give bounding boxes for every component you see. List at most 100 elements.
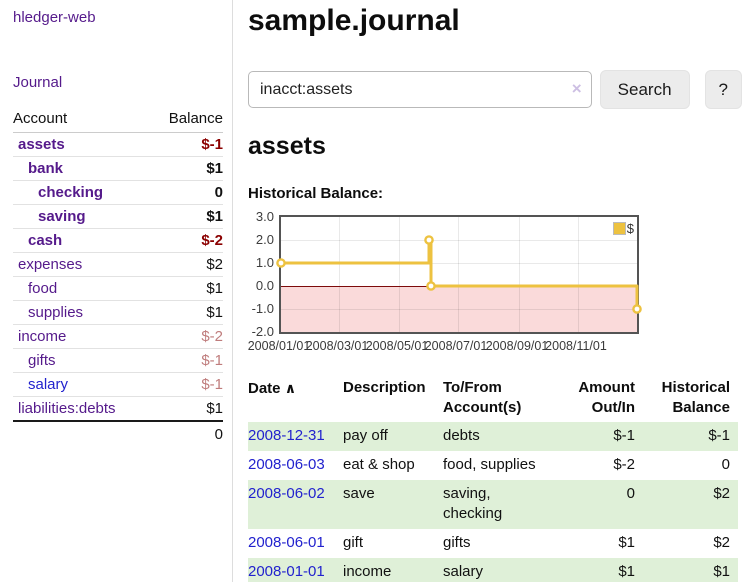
register-header-accounts: To/From Account(s) xyxy=(443,379,522,416)
account-row-supplies: supplies $1 xyxy=(13,300,223,325)
transaction-amount: 0 xyxy=(555,480,643,529)
transaction-date-link[interactable]: 2008-06-01 xyxy=(248,534,325,551)
help-button[interactable]: ? xyxy=(704,70,742,109)
account-link-saving[interactable]: saving xyxy=(38,208,86,225)
account-balance: $1 xyxy=(150,276,223,301)
transaction-description: pay off xyxy=(343,422,443,451)
account-balance: $1 xyxy=(150,204,223,229)
chart-legend: $ xyxy=(612,221,634,236)
account-balance: $2 xyxy=(150,252,223,277)
account-row-cash: cash $-2 xyxy=(13,228,223,253)
register-row: 2008-01-01 income salary $1 $1 xyxy=(248,558,738,582)
transaction-date-link[interactable]: 2008-06-03 xyxy=(248,456,325,473)
account-balance: $1 xyxy=(150,396,223,422)
account-link-food[interactable]: food xyxy=(28,280,58,297)
account-link-assets[interactable]: assets xyxy=(18,136,65,153)
register-row: 2008-06-01 gift gifts $1 $2 xyxy=(248,529,738,558)
transaction-date-link[interactable]: 2008-12-31 xyxy=(248,427,325,444)
register-header-description: Description xyxy=(343,379,426,396)
transaction-amount: $-2 xyxy=(613,456,635,473)
account-row-liabilities-debts: liabilities:debts $1 xyxy=(13,396,223,422)
sidebar: hledger-web Journal Account Balance asse… xyxy=(0,0,233,582)
x-tick: 2008/01/01 xyxy=(247,339,311,353)
account-row-saving: saving $1 xyxy=(13,204,223,229)
y-tick: 1.0 xyxy=(255,255,274,270)
x-tick: 2008/03/01 xyxy=(305,339,369,353)
transaction-accounts: salary xyxy=(443,558,555,582)
sidebar-item-journal[interactable]: Journal xyxy=(13,74,63,91)
account-link-supplies[interactable]: supplies xyxy=(28,304,84,321)
account-balance: $-1 xyxy=(150,348,223,373)
transaction-amount: $1 xyxy=(555,558,643,582)
account-page-title: assets xyxy=(248,132,326,160)
account-row-expenses: expenses $2 xyxy=(13,252,223,277)
main-content: sample.journal × Search ? assets Histori… xyxy=(248,0,742,582)
transaction-description: save xyxy=(343,480,443,529)
transaction-accounts: saving, checking xyxy=(443,480,555,529)
register-table: Date ∧ Description To/From Account(s) Am… xyxy=(248,375,738,582)
transaction-accounts: food, supplies xyxy=(443,456,536,473)
account-row-checking: checking 0 xyxy=(13,180,223,205)
account-balance: $1 xyxy=(150,156,223,181)
chart-plot-area: $ xyxy=(276,215,642,334)
account-row-assets: assets $-1 xyxy=(13,132,223,157)
legend-label: $ xyxy=(626,221,634,236)
x-tick: 2008/07/01 xyxy=(424,339,488,353)
accounts-total: 0 xyxy=(150,420,223,446)
transaction-date-link[interactable]: 2008-01-01 xyxy=(248,563,325,580)
account-link-income[interactable]: income xyxy=(18,328,67,345)
account-link-expenses[interactable]: expenses xyxy=(18,256,83,273)
transaction-description: eat & shop xyxy=(343,456,415,473)
accounts-total-row: 0 xyxy=(13,420,223,446)
account-balance: $-1 xyxy=(150,372,223,397)
balance-step-line xyxy=(276,235,642,314)
clear-search-icon[interactable]: × xyxy=(571,79,582,98)
transaction-description: income xyxy=(343,558,443,582)
account-link-bank[interactable]: bank xyxy=(28,160,64,177)
transaction-date-link[interactable]: 2008-06-02 xyxy=(248,485,325,502)
transaction-description: gift xyxy=(343,534,364,551)
negative-region xyxy=(281,286,637,332)
register-row: 2008-06-02 save saving, checking 0 $2 xyxy=(248,480,738,529)
accounts-header-balance: Balance xyxy=(150,106,223,133)
account-link-liabilities-debts[interactable]: liabilities:debts xyxy=(18,400,116,417)
transaction-amount: $-1 xyxy=(555,422,643,451)
register-row: 2008-12-31 pay off debts $-1 $-1 xyxy=(248,422,738,451)
transaction-balance: $2 xyxy=(643,480,738,529)
y-tick: -1.0 xyxy=(251,301,274,316)
account-link-salary[interactable]: salary xyxy=(28,376,69,393)
account-row-income: income $-2 xyxy=(13,324,223,349)
y-tick: -2.0 xyxy=(251,324,274,339)
search-input[interactable] xyxy=(248,71,592,108)
x-tick: 2008/05/01 xyxy=(365,339,429,353)
account-row-food: food $1 xyxy=(13,276,223,301)
transaction-amount: $1 xyxy=(618,534,635,551)
account-balance: $-1 xyxy=(150,132,223,157)
account-row-gifts: gifts $-1 xyxy=(13,348,223,373)
transaction-balance: 0 xyxy=(721,456,730,473)
y-tick: 2.0 xyxy=(255,232,274,247)
register-header-date[interactable]: Date ∧ xyxy=(248,380,297,397)
account-link-checking[interactable]: checking xyxy=(38,184,104,201)
historical-balance-chart: 3.0 2.0 1.0 0.0 -1.0 -2.0 xyxy=(247,209,742,358)
account-balance: $1 xyxy=(150,300,223,325)
legend-swatch-icon xyxy=(612,222,626,235)
account-row-bank: bank $1 xyxy=(13,156,223,181)
account-balance: $-2 xyxy=(150,324,223,349)
transaction-balance: $2 xyxy=(713,534,730,551)
account-link-cash[interactable]: cash xyxy=(28,232,63,249)
chart-title: Historical Balance: xyxy=(248,185,384,202)
account-balance: $-2 xyxy=(150,228,223,253)
search-form: × Search ? xyxy=(248,70,742,109)
y-tick: 0.0 xyxy=(255,278,274,293)
app-brand-link[interactable]: hledger-web xyxy=(13,9,96,26)
transaction-accounts: gifts xyxy=(443,534,471,551)
register-row: 2008-06-03 eat & shop food, supplies $-2… xyxy=(248,451,738,480)
page-title: sample.journal xyxy=(248,4,460,37)
search-button[interactable]: Search xyxy=(599,70,690,109)
account-link-gifts[interactable]: gifts xyxy=(28,352,56,369)
transaction-balance: $-1 xyxy=(643,422,738,451)
accounts-header-account: Account xyxy=(13,106,151,133)
register-header-balance: Historical Balance xyxy=(661,379,730,416)
